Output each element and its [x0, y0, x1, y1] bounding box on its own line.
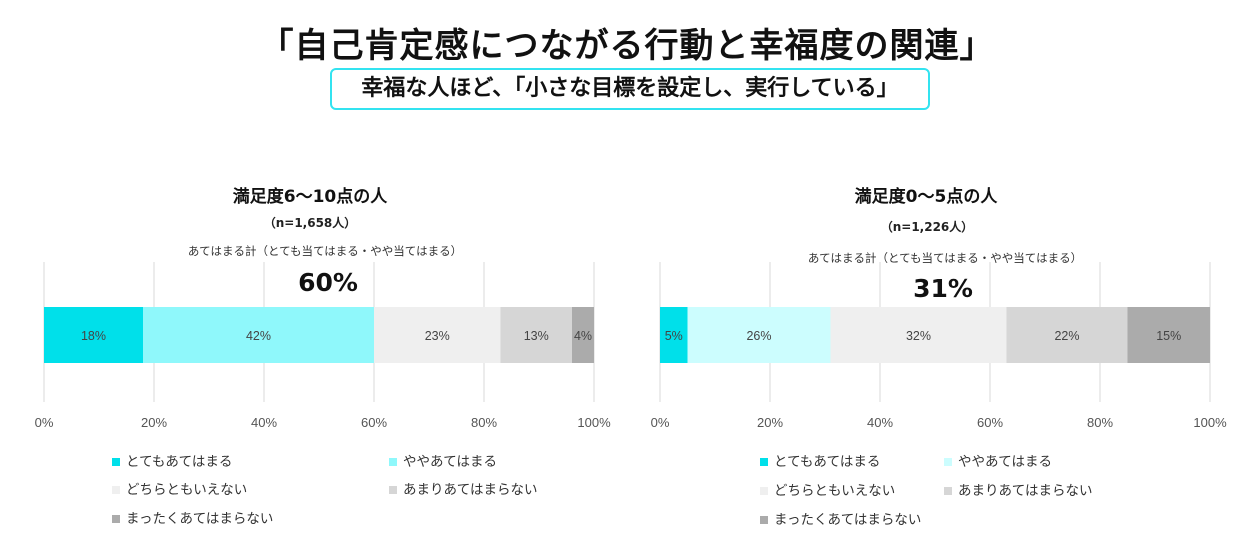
legend-label: ややあてはまる — [403, 454, 497, 470]
x-tick-label: 60% — [977, 415, 1003, 430]
bar-segment — [830, 307, 1007, 363]
x-tick-label: 0% — [651, 415, 670, 430]
legend-swatch — [944, 458, 952, 466]
subtitle-box: 幸福な人ほど、「小さな目標を設定し、実行している」 — [330, 68, 930, 110]
legend-item: あまりあてはまらない — [944, 479, 1092, 499]
data-label: 22% — [1054, 329, 1079, 343]
bar-segment — [687, 307, 831, 363]
total-label: あてはまる計（とても当てはまる・やや当てはまる） — [807, 251, 1083, 265]
data-label: 15% — [1156, 329, 1181, 343]
legend-item: まったくあてはまらない — [760, 508, 921, 528]
x-tick-label: 100% — [577, 415, 611, 430]
chart-panel-left: 満足度6〜10点の人 （n=1,658人） あてはまる計（とても当てはまる・やや… — [35, 187, 611, 430]
x-tick-label: 0% — [35, 415, 54, 430]
legend-swatch — [760, 458, 768, 466]
legend-item: ややあてはまる — [389, 450, 497, 470]
bar-segment — [1006, 307, 1128, 363]
bar-segment — [143, 307, 374, 363]
legend-label: どちらともいえない — [126, 482, 248, 498]
legend-swatch — [760, 487, 768, 495]
bar-segment — [572, 307, 594, 363]
legend-swatch — [389, 486, 397, 494]
bar-segment — [660, 307, 688, 363]
page-title: 「自己肯定感につながる行動と幸福度の関連」 — [259, 26, 995, 66]
chart-panel-right: 満足度0〜5点の人 （n=1,226人） あてはまる計（とても当てはまる・やや当… — [627, 0, 1254, 550]
legend-item: ややあてはまる — [944, 450, 1052, 470]
data-label: 26% — [746, 329, 771, 343]
legend-item: とてもあてはまる — [760, 450, 880, 470]
total-value: 60% — [298, 268, 358, 297]
chart-title: 満足度6〜10点の人 — [232, 187, 388, 207]
data-label: 42% — [246, 329, 271, 343]
total-value: 31% — [913, 274, 973, 303]
legend-swatch — [944, 487, 952, 495]
legend-label: とてもあてはまる — [126, 454, 233, 470]
x-tick-label: 80% — [1087, 415, 1113, 430]
stacked-bar-chart: 0% 20% 40% 60% 80% 100% 5% 26% 32% 22% 15% — [651, 262, 1227, 430]
x-tick-label: 40% — [867, 415, 893, 430]
legend-item: とてもあてはまる — [112, 450, 232, 470]
sample-size: （n=1,226人） — [880, 220, 974, 234]
bar-segment — [374, 307, 501, 363]
legend-label: ややあてはまる — [958, 454, 1052, 470]
data-label: 23% — [425, 329, 450, 343]
data-label: 5% — [665, 329, 683, 343]
legend-label: まったくあてはまらない — [126, 511, 274, 527]
x-tick-label: 60% — [361, 415, 387, 430]
x-tick-label: 20% — [141, 415, 167, 430]
chart-title: 満足度0〜5点の人 — [854, 187, 998, 207]
sample-size: （n=1,658人） — [263, 216, 357, 230]
legend-swatch — [389, 458, 397, 466]
legend-label: どちらともいえない — [774, 483, 896, 499]
bar-segment — [44, 307, 143, 363]
data-label: 13% — [524, 329, 549, 343]
data-label: 18% — [81, 329, 106, 343]
legend-swatch — [112, 515, 120, 523]
bar-segment — [500, 307, 572, 363]
legend-item: まったくあてはまらない — [112, 507, 273, 527]
legend-item: どちらともいえない — [760, 479, 895, 499]
x-tick-label: 40% — [251, 415, 277, 430]
data-label: 32% — [906, 329, 931, 343]
bar-segment — [1127, 307, 1210, 363]
legend-swatch — [112, 486, 120, 494]
x-tick-label: 100% — [1193, 415, 1227, 430]
legend-swatch — [760, 516, 768, 524]
legend-label: あまりあてはまらない — [403, 482, 538, 498]
legend-item: どちらともいえない — [112, 478, 247, 498]
stacked-bar-chart: 0% 20% 40% 60% 80% 100% 18% 42% 23% 13% 4% — [35, 262, 611, 430]
total-label: あてはまる計（とても当てはまる・やや当てはまる） — [187, 244, 463, 258]
x-tick-label: 80% — [471, 415, 497, 430]
legend-label: まったくあてはまらない — [774, 512, 922, 528]
data-label: 4% — [574, 329, 592, 343]
x-tick-label: 20% — [757, 415, 783, 430]
legend-label: あまりあてはまらない — [958, 483, 1093, 499]
legend-label: とてもあてはまる — [774, 454, 881, 470]
legend-swatch — [112, 458, 120, 466]
legend-item: あまりあてはまらない — [389, 478, 537, 498]
